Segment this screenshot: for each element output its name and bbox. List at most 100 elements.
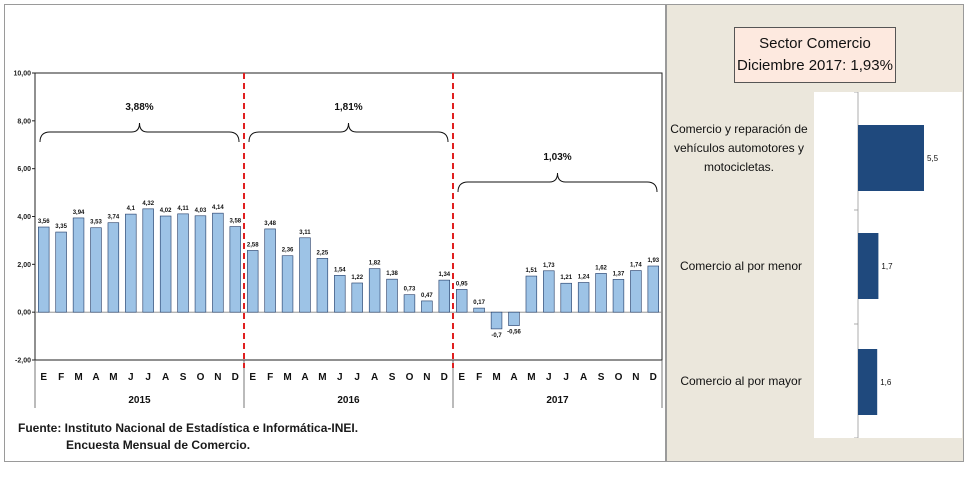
year-label: 2015 (128, 395, 151, 406)
bar-value-label: 2,36 (282, 248, 294, 254)
hbar (858, 125, 924, 191)
hbar-category-label-vehicles: Comercio y reparación de vehículos autom… (670, 122, 808, 174)
bar (281, 255, 294, 313)
bar-value-label: 3,53 (90, 220, 102, 226)
hbar-category-label-wholesale: Comercio al por mayor (680, 374, 802, 388)
bar (212, 212, 224, 313)
bar (630, 270, 642, 313)
sector-subtitle: Diciembre 2017: 1,93% (737, 57, 893, 74)
x-tick-label: D (232, 372, 239, 383)
bar-value-label: -0,7 (491, 333, 502, 339)
source-line-1: Fuente: Instituto Nacional de Estadístic… (18, 421, 359, 435)
bar (403, 294, 416, 313)
bar (525, 275, 538, 313)
bar-value-label: 0,95 (456, 281, 468, 287)
bar-value-label: 3,48 (264, 221, 276, 227)
bar (264, 228, 276, 313)
bar (368, 268, 381, 313)
x-tick-label: D (650, 372, 657, 383)
bar-value-label: 2,25 (317, 250, 329, 256)
monthly-chart-panel: -2,00 0,00 2,00 4,00 6,00 8,00 10,00 3,56 E 3,35 F… (4, 4, 666, 462)
x-tick-label: D (441, 372, 448, 383)
bar (38, 226, 50, 313)
bar (229, 226, 241, 313)
bar-value-label: 4,11 (177, 206, 189, 212)
x-tick-label: J (563, 372, 569, 383)
bar-value-label: 1,54 (334, 267, 346, 273)
annual-brace (457, 172, 658, 193)
x-tick-label: M (109, 372, 117, 383)
annual-average-label: 1,81% (334, 102, 362, 113)
x-tick-label: O (406, 372, 414, 383)
x-tick-label: J (546, 372, 552, 383)
x-tick-label: A (510, 372, 517, 383)
annual-average-label: 3,88% (125, 102, 153, 113)
x-tick-label: M (492, 372, 500, 383)
x-tick-label: J (354, 372, 360, 383)
y-tick-label: 2,00 (17, 262, 31, 269)
bar (508, 311, 520, 326)
x-tick-label: A (301, 372, 308, 383)
bar-value-label: 1,38 (386, 271, 398, 277)
x-tick-label: E (40, 372, 47, 383)
bar (577, 282, 590, 313)
x-tick-label: M (527, 372, 535, 383)
monthly-bar-chart: -2,00 0,00 2,00 4,00 6,00 8,00 10,00 3,56 E 3,35 F… (13, 71, 663, 408)
hbar-value-label: 1,7 (881, 262, 893, 271)
bar (55, 231, 67, 313)
bar (647, 265, 659, 313)
sector-title: Sector Comercio (759, 35, 871, 52)
bar (543, 270, 555, 313)
annual-average-label: 1,03% (543, 152, 571, 163)
bar-value-label: 1,93 (647, 258, 659, 264)
bar-value-label: 4,02 (160, 208, 172, 214)
bar-value-label: 4,14 (212, 205, 224, 211)
year-label: 2017 (546, 395, 569, 406)
bar-value-label: 0,73 (404, 287, 416, 293)
x-tick-label: E (249, 372, 256, 383)
x-tick-label: E (458, 372, 465, 383)
x-tick-label: N (423, 372, 430, 383)
bar (299, 237, 311, 313)
bar-value-label: 3,94 (73, 210, 85, 216)
bar-value-label: 1,34 (438, 272, 450, 278)
year-label: 2016 (337, 395, 360, 406)
hbar (858, 233, 879, 299)
y-tick-label: 8,00 (17, 118, 31, 125)
bar-value-label: 1,62 (595, 265, 607, 271)
x-tick-label: F (267, 372, 273, 383)
annual-brace (39, 122, 240, 143)
bar (194, 215, 207, 313)
bar-value-label: 0,17 (473, 300, 485, 306)
hbar-value-label: 5,5 (927, 154, 939, 163)
x-tick-label: J (145, 372, 151, 383)
annual-brace (248, 122, 449, 143)
x-tick-label: A (371, 372, 378, 383)
bar (247, 250, 259, 313)
bar-value-label: 1,74 (630, 263, 642, 269)
bar-value-label: 0,47 (421, 293, 433, 299)
bar (456, 289, 468, 313)
bar (125, 213, 137, 313)
y-tick-label: -2,00 (15, 358, 31, 365)
bar-value-label: 3,74 (108, 215, 120, 221)
bar-value-label: 1,21 (560, 275, 572, 281)
y-tick-label: 6,00 (17, 166, 31, 173)
bar-value-label: 3,56 (38, 219, 50, 225)
x-tick-label: M (74, 372, 82, 383)
x-tick-label: S (389, 372, 396, 383)
bar-value-label: 3,11 (299, 230, 311, 236)
bar (107, 222, 120, 313)
x-tick-label: N (214, 372, 221, 383)
bar-value-label: 2,58 (247, 242, 259, 248)
x-tick-label: S (180, 372, 187, 383)
bar (473, 307, 485, 313)
bar-value-label: 4,1 (127, 206, 136, 212)
bar (612, 279, 625, 313)
x-tick-label: J (128, 372, 134, 383)
bar-value-label: -0,56 (507, 330, 521, 336)
x-tick-label: N (632, 372, 639, 383)
bar (142, 208, 154, 313)
sector-hbar-chart: 5,5 1,7 1,6 (814, 91, 962, 439)
bar (490, 311, 503, 330)
